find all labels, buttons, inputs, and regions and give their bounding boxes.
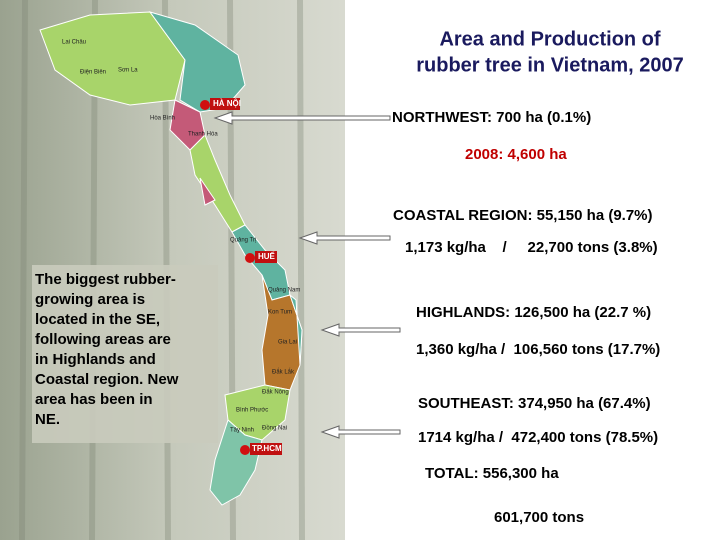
total-line: 601,700 tons	[494, 509, 584, 526]
province-label: Đắk Nông	[262, 389, 289, 396]
region-note: 2008: 4,600 ha	[465, 146, 567, 163]
region-line: HIGHLANDS: 126,500 ha (22.7 %)	[416, 304, 651, 321]
title-line: rubber tree in Vietnam, 2007	[416, 54, 684, 76]
note-line: in Highlands and	[35, 351, 156, 368]
province-label: Bình Phước	[236, 408, 268, 414]
city-box	[210, 98, 240, 110]
city-box	[255, 251, 277, 263]
map-labels: HÀ NỘI HUẾ TP.HCM Lai Châu Điện Biên Sơn…	[62, 40, 300, 455]
note-line: The biggest rubber-	[35, 271, 176, 288]
city-label: HUẾ	[258, 251, 276, 261]
note: The biggest rubber-growing area is locate…	[35, 271, 179, 428]
province-label: Đồng Nai	[262, 426, 287, 432]
arrow	[213, 111, 391, 125]
region-line: SOUTHEAST: 374,950 ha (67.4%)	[418, 395, 651, 412]
city-dot	[200, 100, 210, 110]
arrows	[213, 111, 401, 439]
province-label: Hòa Bình	[150, 116, 175, 122]
city-dot	[245, 253, 255, 263]
province-label: Điện Biên	[80, 70, 106, 76]
province-label: Thanh Hóa	[188, 132, 218, 138]
note-line: located in the SE,	[35, 311, 160, 328]
province-label: Lai Châu	[62, 40, 86, 46]
region-line: 1,173 kg/ha / 22,700 tons (3.8%)	[405, 239, 658, 256]
note-line: following areas are	[35, 331, 171, 348]
note-line: area has been in	[35, 391, 153, 408]
title-line: Area and Production of	[439, 28, 660, 50]
arrow	[320, 425, 401, 439]
province-label: Gia Lai	[278, 340, 297, 346]
province-label: Quảng Nam	[268, 288, 300, 294]
arrow	[320, 323, 401, 337]
city-label: HÀ NỘI	[213, 99, 241, 108]
city-label: TP.HCM	[252, 444, 282, 453]
province-label: Quảng Trị	[230, 238, 256, 244]
note-box	[32, 265, 218, 443]
region-line: COASTAL REGION: 55,150 ha (9.7%)	[393, 207, 653, 224]
region-line: NORTHWEST: 700 ha (0.1%)	[392, 109, 591, 126]
city-dot	[240, 445, 250, 455]
province-label: Tây Ninh	[230, 428, 254, 434]
arrow	[298, 231, 391, 245]
note-line: growing area is	[35, 291, 145, 308]
province-label: Sơn La	[118, 68, 138, 74]
province-label: Kon Tum	[268, 310, 292, 316]
region-line: 1,360 kg/ha / 106,560 tons (17.7%)	[416, 341, 660, 358]
city-box	[250, 443, 282, 455]
province-label: Đắk Lắk	[272, 369, 295, 376]
total-line: TOTAL: 556,300 ha	[425, 465, 559, 482]
note-line: NE.	[35, 411, 60, 428]
region-line: 1714 kg/ha / 472,400 tons (78.5%)	[418, 429, 658, 446]
note-line: Coastal region. New	[35, 371, 179, 388]
